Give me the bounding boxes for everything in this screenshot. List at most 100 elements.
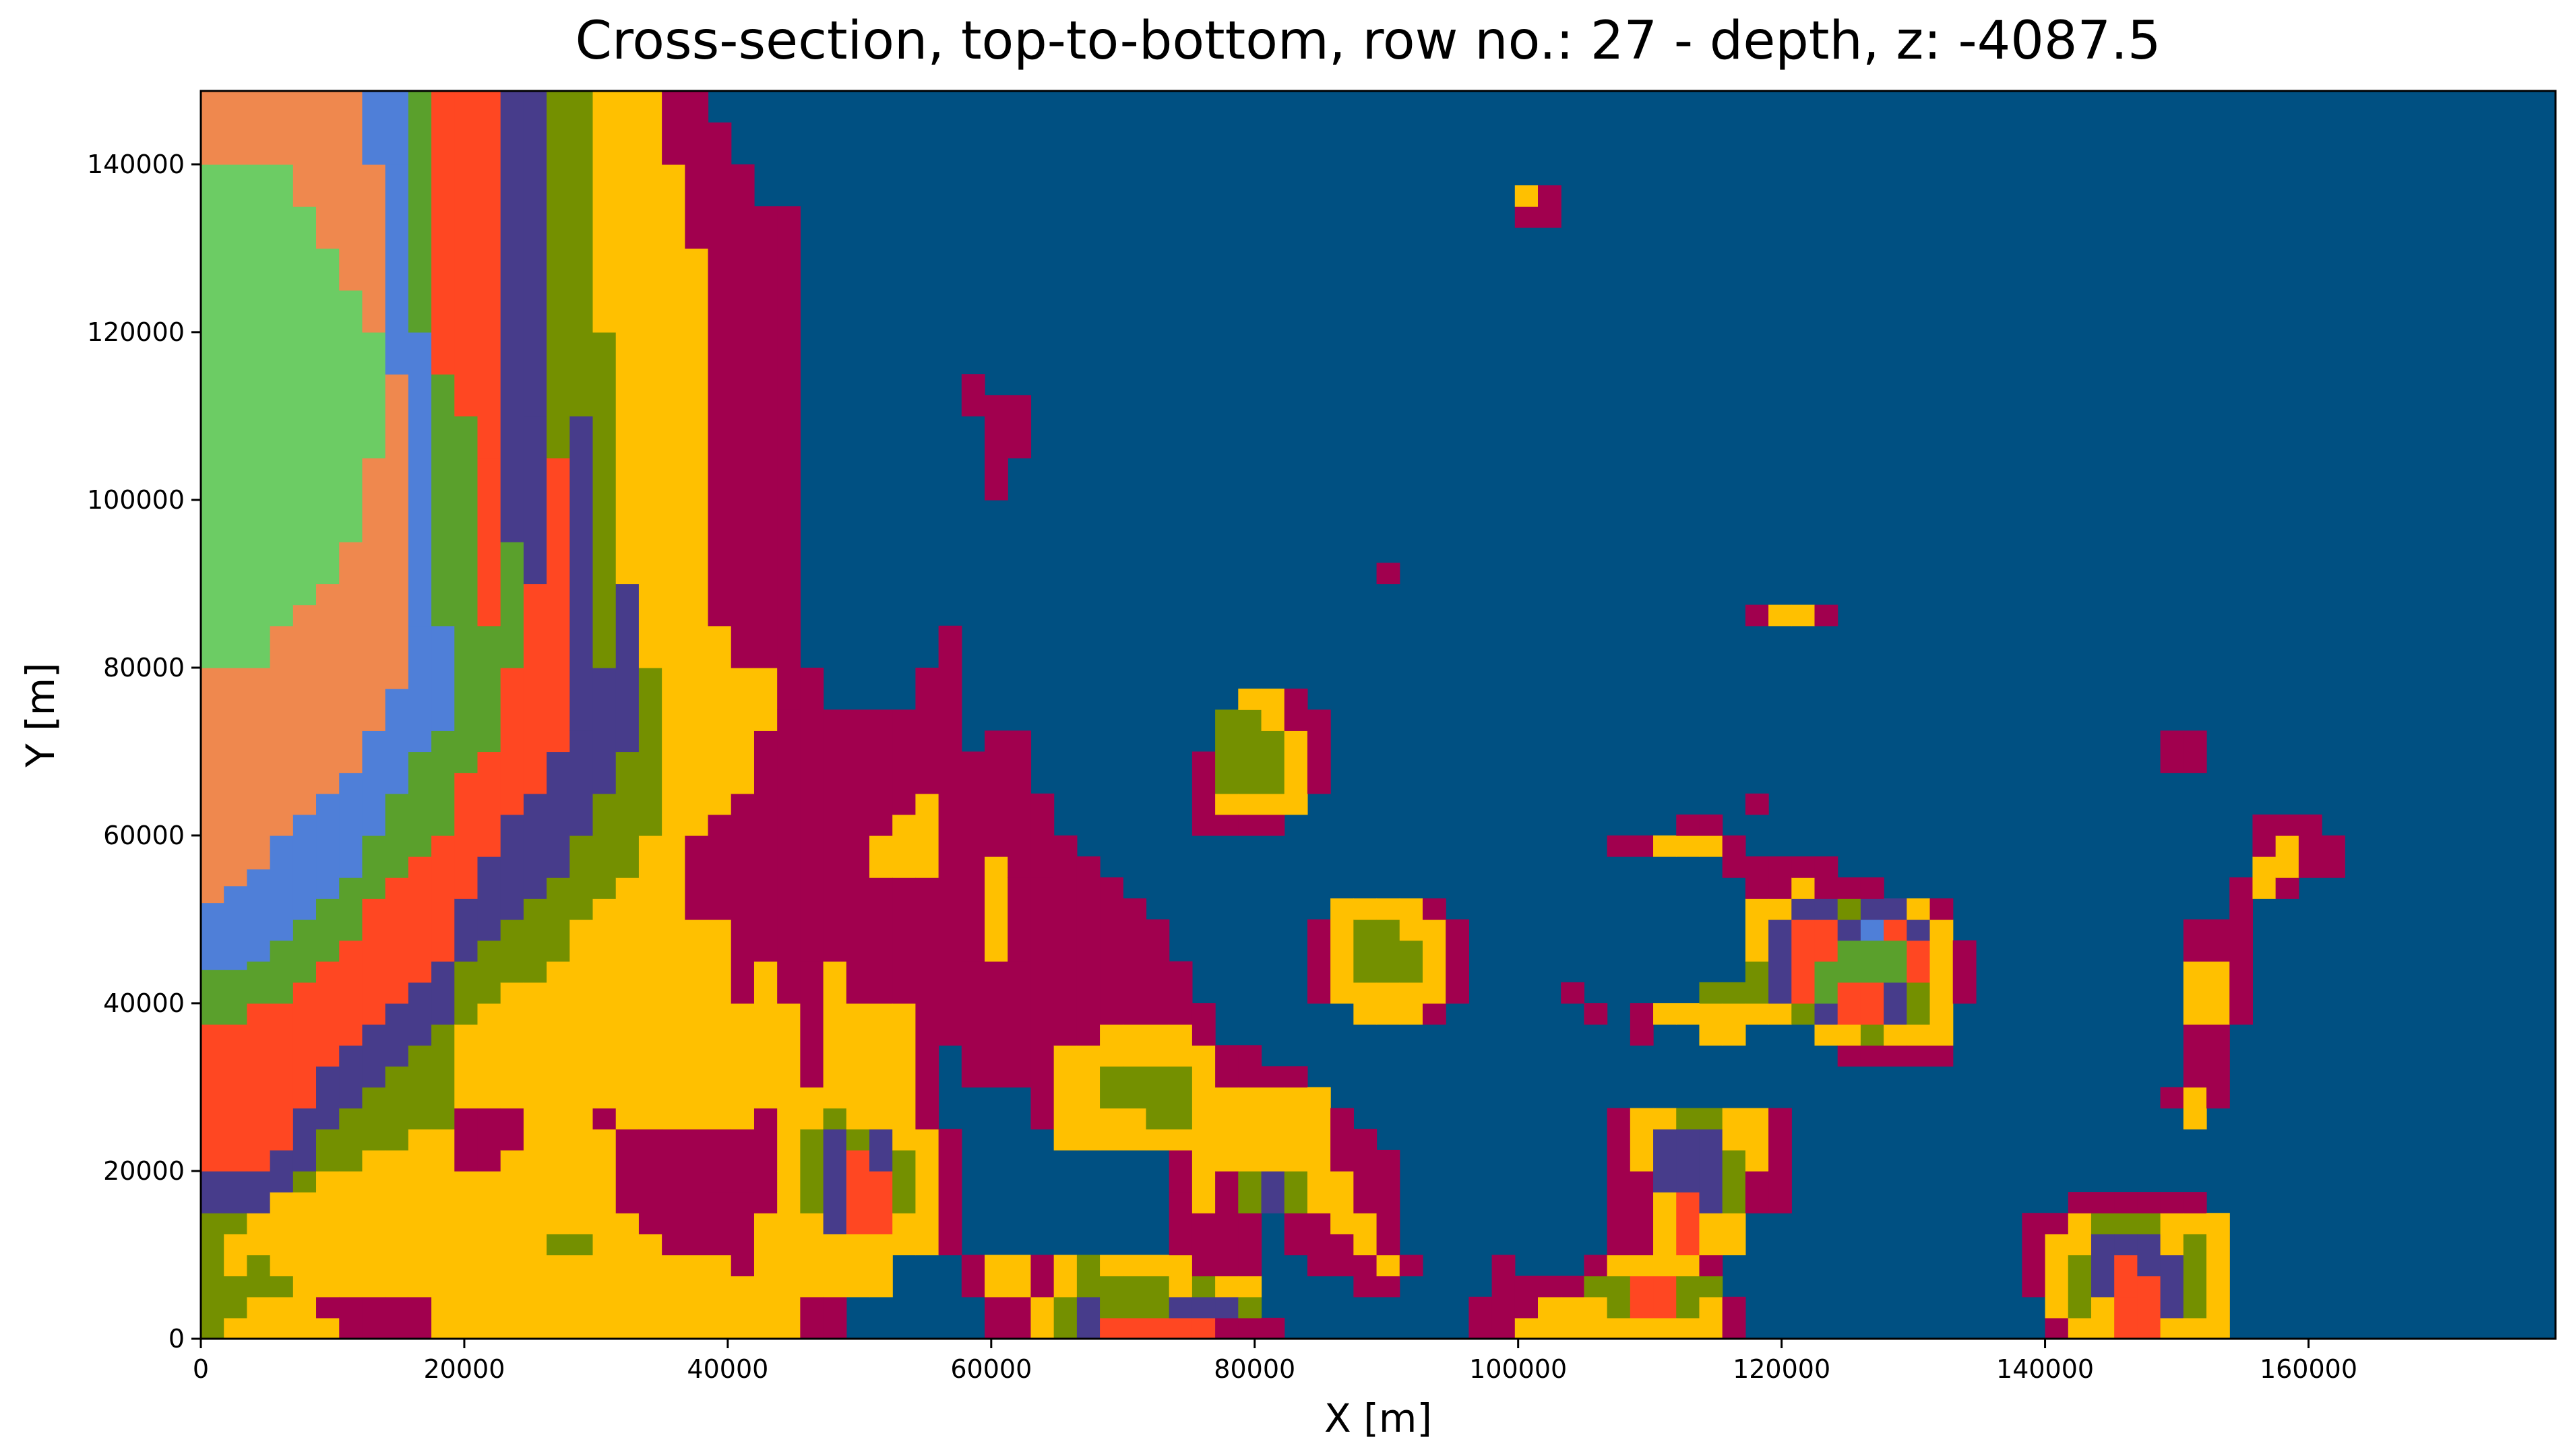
heatmap-cell-71-7 (1837, 877, 1861, 899)
heatmap-cell-84-3 (2137, 1192, 2161, 1213)
heatmap-cell-51-2 (1376, 1255, 1400, 1277)
heatmap-cell-8-8 (385, 164, 409, 375)
heatmap-cell-65-10 (1699, 835, 1723, 857)
heatmap-cell-12-8 (477, 91, 501, 459)
heatmap-cell-4-5 (292, 919, 317, 983)
heatmap-cell-11-6 (454, 667, 478, 773)
heatmap-cell-10-8 (431, 91, 455, 375)
heatmap-cell-13-3 (500, 919, 524, 983)
heatmap-cell-73-2 (1884, 1024, 1907, 1046)
heatmap-cell-47-4 (1284, 1087, 1308, 1130)
heatmap-cell-72-7 (1860, 877, 1884, 899)
heatmap-cell-52-4 (1399, 982, 1423, 1025)
heatmap-cell-12-3 (477, 940, 501, 1004)
heatmap-cell-35-5 (1008, 730, 1032, 878)
heatmap-cell-45-0 (1238, 1317, 1262, 1339)
heatmap-cell-9-8 (408, 91, 432, 333)
heatmap-cell-6-6 (339, 772, 363, 878)
heatmap-cell-6-7 (339, 542, 363, 773)
heatmap-cell-70-1 (1814, 1024, 1838, 1046)
heatmap-cell-86-8 (2183, 919, 2207, 962)
heatmap-cell-49-1 (1330, 1234, 1354, 1277)
heatmap-cell-21-4 (685, 248, 709, 836)
heatmap-cell-87-4 (2206, 961, 2230, 1025)
heatmap-cell-60-2 (1584, 1255, 1608, 1277)
heatmap-cell-8-7 (385, 374, 409, 689)
heatmap-cell-70-4 (1814, 919, 1838, 962)
heatmap-cell-87-2 (2206, 1087, 2230, 1109)
heatmap-cell-23-1 (731, 1192, 755, 1277)
heatmap-cell-19-2 (638, 835, 662, 1130)
heatmap-cell-10-7 (431, 374, 455, 627)
y-tick-label-0: 0 (168, 1324, 185, 1354)
heatmap-cell-43-2 (1191, 1275, 1216, 1298)
heatmap-cell-82-0 (2091, 1296, 2115, 1339)
heatmap-cell-42-8 (1169, 961, 1193, 1025)
heatmap-cell-70-8 (1814, 604, 1838, 627)
heatmap-cell-52-5 (1399, 940, 1423, 983)
heatmap-cell-62-1 (1630, 1275, 1654, 1319)
x-tick-label-5: 100000 (1469, 1354, 1567, 1384)
heatmap-cell-65-8 (1699, 982, 1723, 1004)
plot-area (199, 90, 2557, 1340)
heatmap-cell-0-0 (201, 1317, 224, 1339)
heatmap-cell-11-8 (454, 91, 478, 417)
heatmap-cell-2-1 (247, 1255, 271, 1298)
heatmap-cell-33-1 (961, 1255, 985, 1298)
heatmap-cell-1-1 (224, 1275, 248, 1319)
heatmap-cell-52-6 (1399, 898, 1423, 941)
heatmap-cell-4-8 (292, 206, 317, 606)
heatmap-cell-0-5 (201, 970, 224, 1025)
heatmap-cell-24-5 (753, 667, 778, 731)
heatmap-cell-13-2 (500, 982, 524, 1109)
heatmap-cell-9-6 (408, 625, 432, 753)
heatmap-cell-36-0 (1030, 1296, 1055, 1339)
heatmap-cell-75-2 (1929, 919, 1954, 1046)
heatmap-cell-50-2 (1353, 1213, 1378, 1256)
heatmap-cell-23-2 (731, 1129, 755, 1193)
heatmap-cell-56-1 (1491, 1255, 1516, 1298)
heatmap-cell-11-3 (454, 961, 478, 1025)
heatmap-cell-17-6 (592, 91, 617, 333)
heatmap-cell-19-1 (638, 1129, 662, 1234)
heatmap-cell-2-0 (247, 1296, 271, 1339)
heatmap-cell-1-0 (224, 1317, 248, 1339)
heatmap-cell-81-0 (2068, 1317, 2092, 1339)
heatmap-cell-6-3 (339, 1045, 363, 1109)
heatmap-cell-57-3 (1514, 206, 1539, 228)
heatmap-cell-82-2 (2091, 1213, 2115, 1234)
heatmap-cell-86-1 (2183, 1234, 2207, 1319)
heatmap-cell-61-0 (1607, 1317, 1631, 1339)
heatmap-cell-45-3 (1238, 1213, 1262, 1277)
heatmap-cell-38-4 (1076, 856, 1101, 1046)
heatmap-cell-45-9 (1238, 814, 1262, 836)
x-axis: 0 20000 40000 60000 80000 100000 120000 140000 1… (193, 1339, 2357, 1384)
heatmap-cell-8-2 (385, 1066, 409, 1151)
heatmap-cell-30-6 (892, 814, 917, 878)
heatmap-cell-60-1 (1584, 1275, 1608, 1298)
heatmap-cell-16-3 (569, 835, 594, 920)
heatmap-cell-41-5 (1146, 1066, 1170, 1130)
heatmap-cell-4-3 (292, 1108, 317, 1172)
heatmap-cell-60-0 (1584, 1296, 1608, 1339)
heatmap-cell-29-4 (869, 1003, 893, 1130)
heatmap-cell-57-4 (1514, 185, 1539, 207)
heatmap-cell-63-0 (1653, 1317, 1677, 1339)
heatmap-cell-38-1 (1076, 1255, 1101, 1298)
heatmap-cell-21-0 (685, 1255, 709, 1339)
heatmap-cell-70-3 (1814, 961, 1838, 1004)
heatmap-cell-67-11 (1745, 604, 1769, 627)
heatmap-cell-44-6 (1215, 1045, 1239, 1088)
heatmap-cell-61-1 (1607, 1275, 1631, 1319)
heatmap-cell-36-1 (1030, 1255, 1055, 1298)
heatmap-cell-13-5 (500, 667, 524, 815)
heatmap-cell-32-4 (938, 751, 962, 920)
heatmap-cell-22-1 (708, 1192, 732, 1256)
heatmap-cell-62-8 (1630, 835, 1654, 857)
heatmap-cell-51-1 (1376, 1275, 1400, 1298)
heatmap-cell-10-0 (431, 1317, 455, 1339)
heatmap-cell-1-9 (224, 164, 248, 668)
heatmap-cell-86-6 (2183, 1024, 2207, 1088)
heatmap-cell-48-5 (1307, 919, 1331, 1004)
heatmap-cell-26-1 (800, 1213, 824, 1298)
